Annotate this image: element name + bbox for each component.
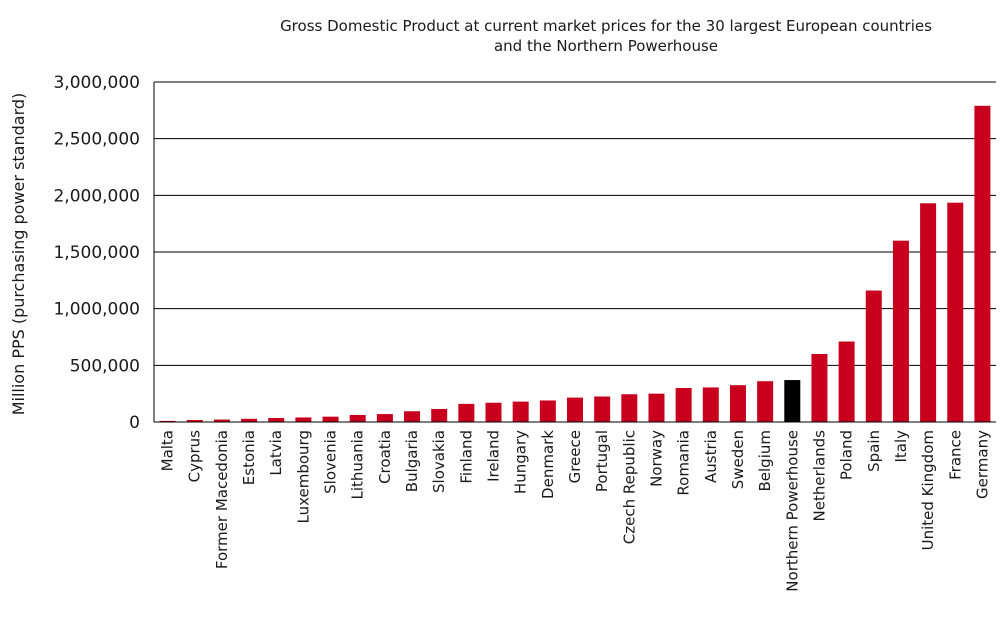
bar — [974, 105, 991, 423]
bar — [458, 403, 475, 422]
chart-title-line-2: and the Northern Powerhouse — [494, 37, 718, 55]
x-tick-label: Hungary — [512, 430, 530, 494]
chart-title-line-1: Gross Domestic Product at current market… — [280, 17, 932, 35]
y-tick-label: 2,000,000 — [53, 186, 140, 206]
bar — [838, 341, 855, 422]
bar — [322, 416, 339, 422]
x-tick-label: France — [946, 430, 964, 480]
x-tick-label: Cyprus — [186, 430, 204, 483]
x-tick-label: Malta — [159, 430, 177, 471]
x-tick-label: Denmark — [539, 430, 557, 499]
bar — [241, 418, 258, 422]
axes — [153, 82, 996, 423]
gridlines — [154, 81, 996, 366]
bar — [539, 400, 556, 422]
x-tick-label: Spain — [865, 430, 883, 472]
y-tick-label: 1,000,000 — [53, 300, 140, 320]
bar — [702, 387, 719, 422]
x-tick-label: Sweden — [729, 430, 747, 489]
bar — [811, 354, 828, 422]
bar — [512, 401, 529, 422]
x-tick-label: United Kingdom — [919, 430, 937, 550]
bar — [213, 419, 230, 422]
x-tick-label: Romania — [675, 430, 693, 496]
x-tick-label: Norway — [647, 430, 665, 487]
x-tick-label: Bulgaria — [403, 430, 421, 492]
bar — [404, 411, 421, 422]
bars — [159, 105, 991, 423]
bar — [485, 402, 502, 422]
x-tick-label: Former Macedonia — [213, 430, 231, 569]
bar — [295, 417, 312, 422]
bar — [159, 420, 176, 422]
x-tick-label: Northern Powerhouse — [783, 430, 801, 592]
y-tick-label: 0 — [129, 413, 140, 433]
bar — [594, 396, 611, 422]
bar — [729, 385, 746, 422]
bar — [567, 397, 583, 422]
x-tick-label: Greece — [566, 430, 584, 483]
x-axis-ticks: Malta Cyprus Former Macedonia Estonia Latvia… — [159, 430, 992, 592]
bar — [920, 203, 937, 422]
x-tick-label: Lithuania — [349, 430, 367, 499]
y-axis-ticks: 0 500,000 1,000,000 1,500,000 2,000,000 2,500… — [53, 73, 140, 433]
bar — [947, 202, 964, 422]
x-tick-label: Portugal — [593, 430, 611, 492]
chart-title: Gross Domestic Product at current market… — [280, 17, 932, 55]
bar — [621, 394, 638, 422]
x-tick-label: Luxembourg — [294, 430, 312, 524]
x-tick-label: Italy — [892, 430, 910, 463]
bar — [431, 408, 448, 422]
x-tick-label: Czech Republic — [620, 430, 638, 544]
bar — [376, 414, 393, 422]
x-tick-label: Ireland — [485, 430, 503, 482]
bar — [648, 393, 665, 422]
x-tick-label: Poland — [838, 430, 856, 480]
x-tick-label: Latvia — [267, 430, 285, 476]
y-tick-label: 500,000 — [70, 356, 140, 376]
bar — [186, 419, 203, 422]
y-tick-label: 3,000,000 — [53, 73, 140, 93]
x-tick-label: Germany — [973, 430, 991, 499]
bar — [268, 418, 285, 422]
x-tick-label: Estonia — [240, 430, 258, 485]
bar — [892, 240, 909, 422]
x-tick-label: Slovenia — [322, 430, 340, 494]
y-tick-label: 1,500,000 — [53, 243, 140, 263]
bar — [865, 290, 882, 422]
x-tick-label: Belgium — [756, 430, 774, 492]
bar — [757, 381, 774, 422]
x-tick-label: Austria — [702, 430, 720, 483]
x-tick-label: Netherlands — [810, 430, 828, 522]
bar — [784, 380, 801, 422]
y-axis-label: Million PPS (purchasing power standard) — [9, 93, 28, 416]
bar — [349, 414, 366, 422]
x-tick-label: Croatia — [376, 430, 394, 484]
x-tick-label: Slovakia — [430, 430, 448, 493]
x-tick-label: Finland — [457, 430, 475, 484]
y-tick-label: 2,500,000 — [53, 130, 140, 150]
bar — [675, 388, 692, 422]
